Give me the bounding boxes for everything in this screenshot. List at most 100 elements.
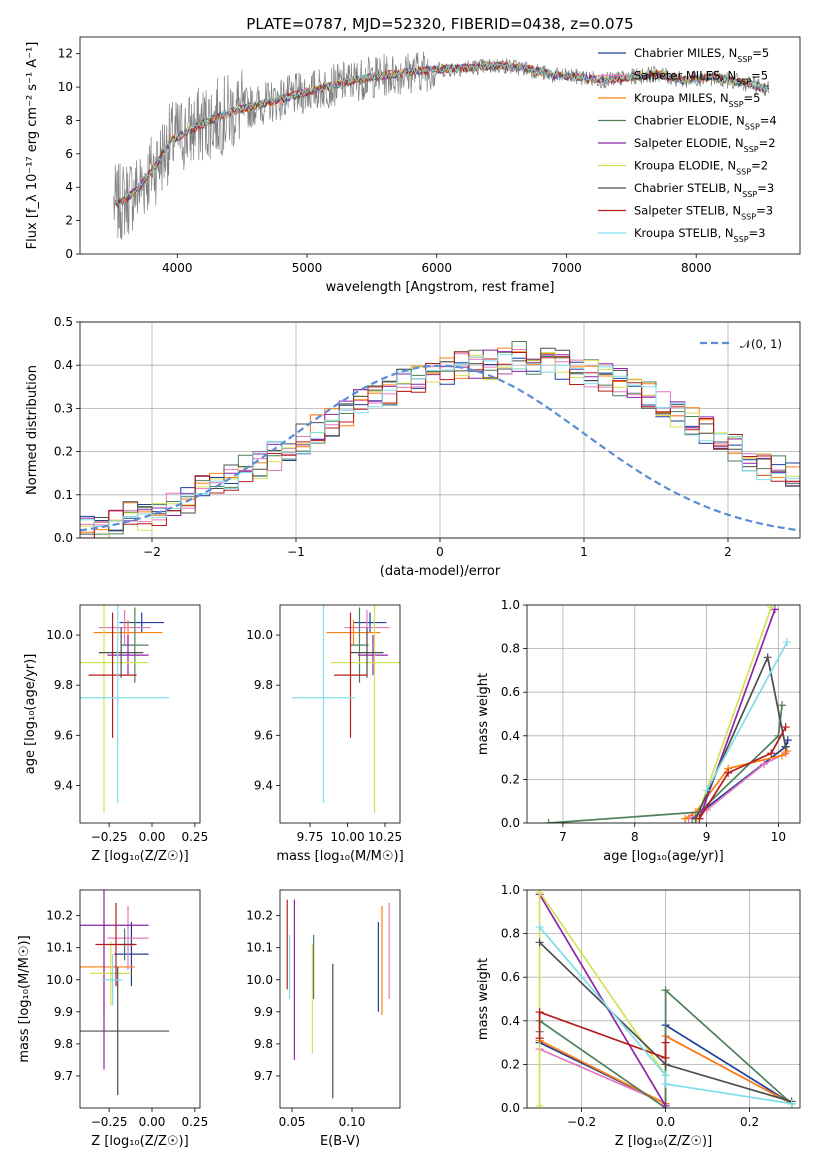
weight-marker [661,986,670,995]
weight-marker [535,1034,544,1043]
weight-marker [661,1071,670,1080]
y-tick-label: 8 [65,113,73,127]
y-tick-label: 0.8 [501,927,520,941]
weight-marker [760,760,769,769]
x-tick-label: 0.2 [740,1115,759,1129]
y-tick-label: 10.0 [246,973,273,987]
y-tick-label: 2 [65,214,73,228]
weight-marker [535,938,544,947]
x-tick-label: 0.00 [139,1115,166,1129]
weight-marker [702,786,711,795]
axes-frame [79,889,201,1109]
weight-marker [535,890,544,897]
weight-marker [535,1101,544,1108]
axes-frame [279,889,401,1109]
legend-label: Kroupa STELIB, NSSP=3 [634,226,765,244]
chart-title: PLATE=0787, MJD=52320, FIBERID=0438, z=0… [246,15,633,33]
x-tick-label: 0.0 [656,1115,675,1129]
legend-label: Salpeter MILES, NSSP=5 [634,69,768,87]
x-tick-label: 5000 [292,261,323,275]
y-tick-label: 10.2 [246,909,273,923]
legend-label: Salpeter STELIB, NSSP=3 [634,204,773,222]
x-tick-label: 4000 [162,261,193,275]
y-axis-label: mass weight [476,958,491,1040]
weight-plot [535,890,796,1108]
axes-frame [79,36,801,255]
weight-line [538,1010,667,1060]
y-axis-label: mass [log₁₀(M/M☉)] [17,935,32,1062]
x-tick-label: 10 [771,830,786,844]
y-tick-label: 12 [58,47,73,61]
y-tick-label: 10.1 [46,941,73,955]
x-tick-label: 2 [724,545,732,559]
weight-marker [778,701,787,710]
x-axis-label: Z [log₁₀(Z/Z☉)] [91,1134,188,1149]
x-tick-label: 1 [580,545,588,559]
errorbar-plot [80,605,170,813]
y-tick-label: 1.0 [501,598,520,612]
y-tick-label: 9.6 [254,728,273,742]
weight-marker [661,1038,670,1047]
weight-marker [661,1101,670,1108]
y-tick-label: 1.0 [501,883,520,897]
weight-line [705,641,788,791]
legend-label: Chabrier ELODIE, NSSP=4 [634,114,777,132]
y-tick-label: 9.7 [54,1069,73,1083]
y-tick-label: 0.6 [501,685,520,699]
histogram-step [80,349,800,538]
x-tick-label: −1 [287,545,305,559]
weight-marker [661,1053,670,1062]
x-tick-label: −0.25 [91,830,128,844]
y-tick-label: 9.9 [54,1005,73,1019]
axes-frame [79,604,201,824]
weight-marker [763,653,772,662]
x-tick-label: 0.25 [181,830,208,844]
x-tick-label: 10.00 [330,830,364,844]
x-tick-label: 0 [436,545,444,559]
errorbar-plot [292,605,400,813]
y-tick-label: 9.7 [254,1069,273,1083]
legend-label: Chabrier MILES, NSSP=5 [634,46,769,64]
y-tick-label: 9.8 [254,678,273,692]
histogram-step [80,351,800,538]
y-axis-label: age [log₁₀(age/yr)] [23,654,38,775]
y-tick-label: 0.4 [501,729,520,743]
y-tick-label: 9.8 [54,1037,73,1051]
y-tick-label: 0.3 [54,401,73,415]
y-axis-label: Flux [f_λ 10⁻¹⁷ erg cm⁻² s⁻¹ A⁻¹] [25,42,40,250]
errorbar-plot [80,890,170,1096]
x-tick-label: 7000 [551,261,582,275]
x-tick-label: 8 [631,830,639,844]
y-tick-label: 0.5 [54,315,73,329]
legend-label: Kroupa ELODIE, NSSP=2 [634,159,768,177]
x-tick-label: 0.25 [181,1115,208,1129]
y-tick-label: 0.4 [54,358,73,372]
x-axis-label: mass [log₁₀(M/M☉)] [276,849,403,864]
y-tick-label: 0.0 [501,1101,520,1115]
x-tick-label: 9 [703,830,711,844]
x-tick-label: 6000 [421,261,452,275]
x-tick-label: −0.2 [567,1115,596,1129]
weight-marker [781,742,790,751]
y-tick-label: 0.2 [501,1057,520,1071]
x-tick-label: 10.25 [368,830,402,844]
y-tick-label: 10.1 [246,941,273,955]
histogram-step [80,352,800,538]
histogram-step [80,354,800,527]
axes-frame [526,889,801,1109]
errorbar-plot [286,899,390,1099]
y-axis-label: mass weight [476,673,491,755]
x-tick-label: 7 [559,830,567,844]
x-tick-label: −2 [143,545,161,559]
y-tick-label: 0.0 [501,816,520,830]
x-tick-label: 9.75 [297,830,324,844]
weight-plot [544,605,792,823]
weight-marker [787,1099,796,1108]
weight-marker [535,923,544,932]
weight-marker [770,605,779,614]
x-tick-label: 0.05 [279,1115,306,1129]
y-tick-label: 10.0 [46,973,73,987]
weight-marker [778,751,787,760]
x-axis-label: age [log₁₀(age/yr)] [603,849,724,864]
